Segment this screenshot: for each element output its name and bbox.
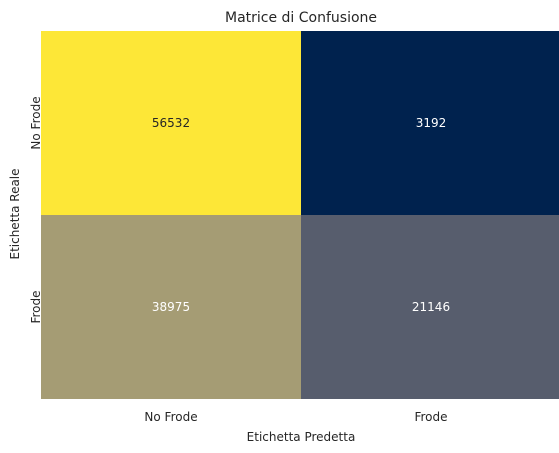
x-tick-label: No Frode	[144, 410, 197, 424]
chart-title: Matrice di Confusione	[225, 10, 377, 26]
heatmap-cell	[301, 31, 559, 215]
heatmap-cell	[301, 215, 559, 399]
heatmap-cells	[41, 31, 559, 399]
y-tick-label: Frode	[29, 290, 43, 323]
y-tick-label: No Frode	[29, 96, 43, 149]
cell-value-label: 56532	[152, 116, 190, 130]
heatmap-cell	[41, 215, 301, 399]
y-axis-ticks: No Frode Frode	[29, 96, 43, 323]
cell-value-label: 38975	[152, 300, 190, 314]
heatmap-cell-labels: 56532 3192 38975 21146	[152, 116, 450, 314]
cell-value-label: 21146	[412, 300, 450, 314]
cell-value-label: 3192	[416, 116, 447, 130]
x-axis-label: Etichetta Predetta	[247, 430, 356, 444]
y-axis-label: Etichetta Reale	[8, 168, 22, 259]
x-tick-label: Frode	[414, 410, 447, 424]
heatmap-cell	[41, 31, 301, 215]
x-axis-ticks: No Frode Frode	[144, 410, 447, 424]
